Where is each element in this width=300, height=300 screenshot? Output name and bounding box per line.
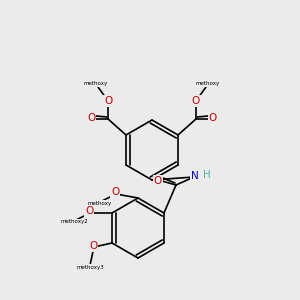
Text: O: O	[85, 206, 93, 216]
Text: H: H	[203, 170, 211, 180]
Text: O: O	[192, 96, 200, 106]
Text: methoxy2: methoxy2	[60, 220, 88, 224]
Text: O: O	[154, 176, 162, 186]
Text: methoxy: methoxy	[196, 82, 220, 86]
Text: methoxy: methoxy	[88, 200, 112, 206]
Text: N: N	[191, 171, 199, 181]
Text: O: O	[111, 187, 119, 197]
Text: O: O	[209, 113, 217, 123]
Text: methoxy3: methoxy3	[76, 265, 104, 269]
Text: O: O	[104, 96, 112, 106]
Text: methoxy: methoxy	[84, 82, 108, 86]
Text: O: O	[87, 113, 95, 123]
Text: O: O	[89, 241, 97, 251]
